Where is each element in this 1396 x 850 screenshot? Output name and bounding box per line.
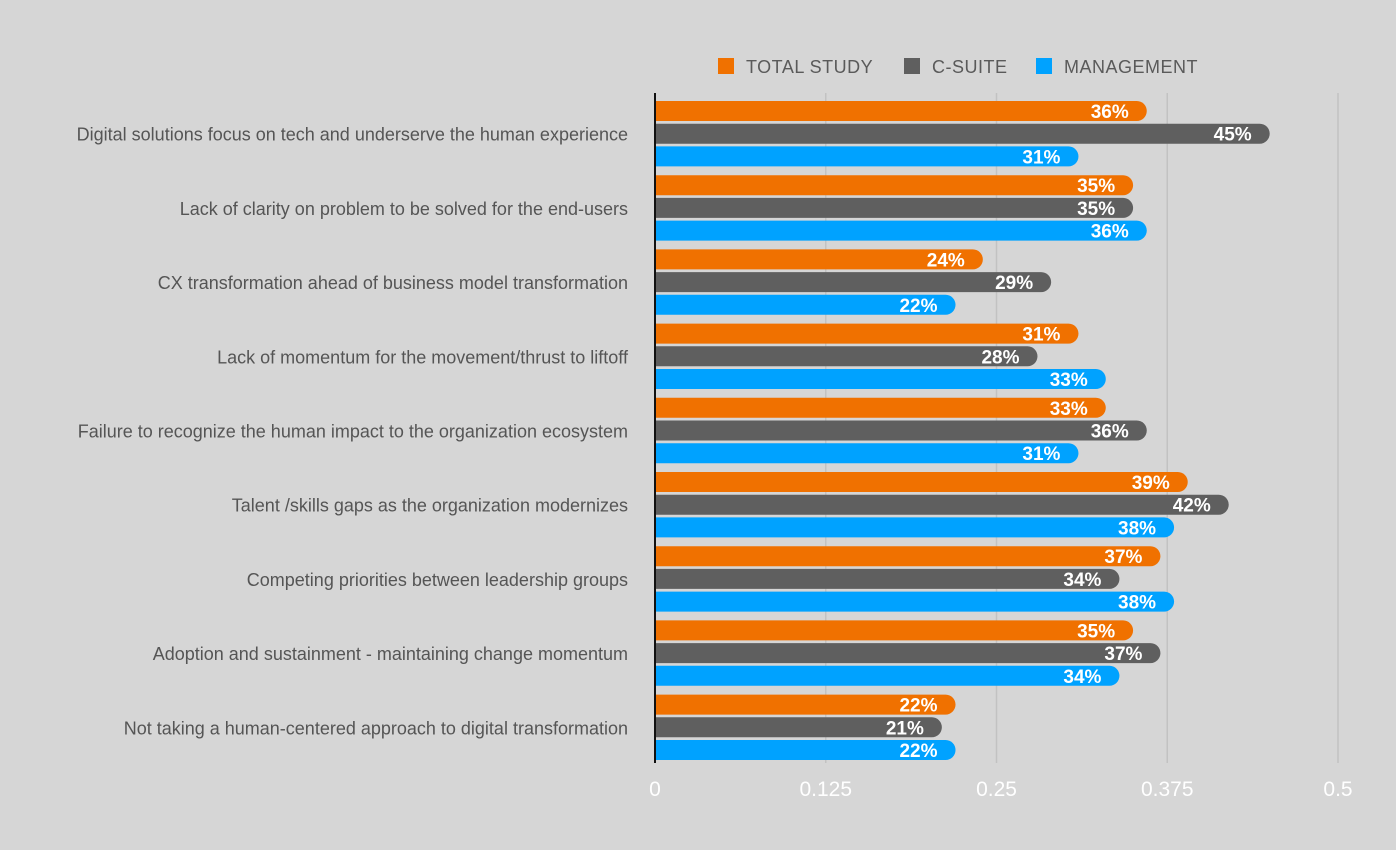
legend-label: MANAGEMENT bbox=[1064, 57, 1198, 77]
data-label: 42% bbox=[1173, 496, 1211, 517]
data-label: 31% bbox=[1022, 325, 1060, 346]
bar-c-suite bbox=[655, 420, 1147, 441]
data-label: 28% bbox=[981, 347, 1019, 368]
legend-item-c-suite: C-SUITE bbox=[904, 57, 1008, 77]
bar-management bbox=[655, 517, 1175, 538]
data-label: 39% bbox=[1132, 473, 1170, 494]
data-label: 45% bbox=[1214, 125, 1252, 146]
bar-c-suite bbox=[655, 717, 942, 738]
bar-c-suite bbox=[655, 568, 1120, 589]
legend-item-total-study: TOTAL STUDY bbox=[718, 57, 873, 77]
legend-swatch bbox=[904, 58, 920, 74]
data-label: 31% bbox=[1022, 147, 1060, 168]
category-label: Lack of momentum for the movement/thrust… bbox=[217, 347, 629, 367]
bar-c-suite bbox=[655, 272, 1052, 293]
x-tick-label: 0.5 bbox=[1323, 778, 1352, 801]
bar-total-study bbox=[655, 249, 983, 270]
legend-swatch bbox=[718, 58, 734, 74]
data-label: 38% bbox=[1118, 593, 1156, 614]
category-label: Not taking a human-centered approach to … bbox=[124, 718, 628, 738]
bar-management bbox=[655, 220, 1147, 241]
data-label: 22% bbox=[899, 741, 937, 762]
bar-c-suite bbox=[655, 643, 1161, 664]
bar-c-suite bbox=[655, 346, 1038, 367]
data-label: 33% bbox=[1050, 399, 1088, 420]
data-label: 35% bbox=[1077, 621, 1115, 642]
data-label: 37% bbox=[1104, 644, 1142, 665]
x-tick-label: 0.375 bbox=[1141, 778, 1194, 801]
bar-total-study bbox=[655, 620, 1134, 641]
legend-swatch bbox=[1036, 58, 1052, 74]
x-tick-label: 0.25 bbox=[976, 778, 1017, 801]
data-label: 36% bbox=[1091, 102, 1129, 123]
x-tick-label: 0 bbox=[649, 778, 661, 801]
bar-management bbox=[655, 591, 1175, 612]
bar-management bbox=[655, 665, 1120, 686]
data-label: 24% bbox=[927, 250, 965, 271]
legend-item-management: MANAGEMENT bbox=[1036, 57, 1198, 77]
bar-c-suite bbox=[655, 494, 1229, 515]
data-label: 35% bbox=[1077, 199, 1115, 220]
category-label: Digital solutions focus on tech and unde… bbox=[77, 125, 628, 145]
category-label: Failure to recognize the human impact to… bbox=[78, 422, 628, 442]
data-label: 21% bbox=[886, 718, 924, 739]
data-label: 34% bbox=[1063, 667, 1101, 688]
x-axis-ticks: 0 0.125 0.25 0.375 0.5 bbox=[649, 778, 1352, 801]
bar-total-study bbox=[655, 694, 956, 715]
bar-c-suite bbox=[655, 197, 1134, 218]
legend-label: TOTAL STUDY bbox=[746, 57, 873, 77]
bar-total-study bbox=[655, 397, 1106, 418]
data-label: 34% bbox=[1063, 570, 1101, 591]
category-label: Talent /skills gaps as the organization … bbox=[232, 496, 628, 516]
category-labels: Digital solutions focus on tech and unde… bbox=[77, 125, 629, 739]
category-label: Lack of clarity on problem to be solved … bbox=[180, 199, 628, 219]
data-label: 36% bbox=[1091, 422, 1129, 443]
bar-total-study bbox=[655, 101, 1147, 121]
chart-legend: TOTAL STUDY C-SUITE MANAGEMENT bbox=[718, 57, 1198, 77]
bar-total-study bbox=[655, 175, 1134, 196]
bar-total-study bbox=[655, 323, 1079, 344]
bar-c-suite bbox=[655, 123, 1270, 144]
data-label: 35% bbox=[1077, 176, 1115, 197]
data-label: 38% bbox=[1118, 518, 1156, 539]
bar-total-study bbox=[655, 546, 1161, 567]
data-label: 37% bbox=[1104, 547, 1142, 568]
data-label: 22% bbox=[899, 296, 937, 317]
data-label: 33% bbox=[1050, 370, 1088, 391]
bar-management bbox=[655, 443, 1079, 464]
x-tick-label: 0.125 bbox=[799, 778, 852, 801]
chart-bars: 36%45%31%35%35%36%24%29%22%31%28%33%33%3… bbox=[655, 101, 1270, 762]
data-label: 31% bbox=[1022, 444, 1060, 465]
bar-management bbox=[655, 294, 956, 315]
category-label: Competing priorities between leadership … bbox=[247, 570, 628, 590]
legend-label: C-SUITE bbox=[932, 57, 1008, 77]
bar-management bbox=[655, 369, 1106, 389]
data-label: 22% bbox=[899, 696, 937, 717]
bar-management bbox=[655, 146, 1079, 167]
data-label: 36% bbox=[1091, 222, 1129, 243]
bar-total-study bbox=[655, 472, 1188, 492]
bar-management bbox=[655, 740, 956, 760]
category-label: Adoption and sustainment - maintaining c… bbox=[153, 644, 628, 664]
data-label: 29% bbox=[995, 273, 1033, 294]
category-label: CX transformation ahead of business mode… bbox=[158, 273, 628, 293]
